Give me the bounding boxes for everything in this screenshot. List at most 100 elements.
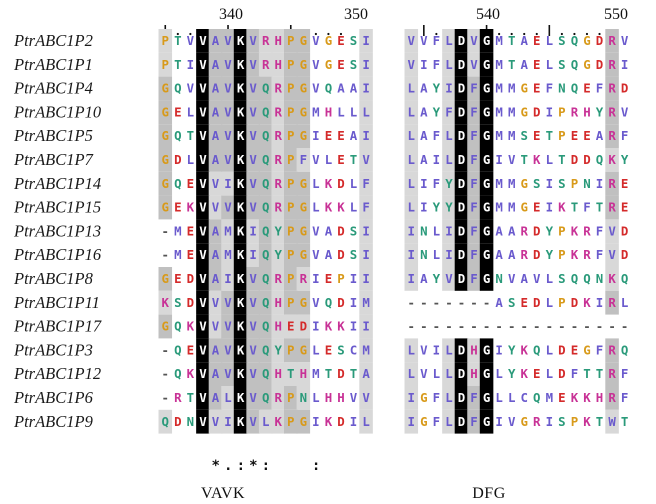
residue: K (558, 200, 566, 215)
residue: D (571, 152, 578, 167)
residue: G (300, 200, 307, 215)
shade-cell (442, 267, 456, 291)
residue: L (408, 366, 415, 381)
shade-cell (605, 100, 619, 125)
shade-cell (208, 290, 223, 315)
shade-cell (296, 409, 311, 434)
residue: Q (262, 128, 269, 143)
residue: G (483, 81, 490, 96)
residue: - (596, 319, 603, 334)
residue: Q (325, 295, 332, 310)
residue: R (274, 271, 282, 286)
residue: M (495, 176, 502, 191)
sequence-name-column: PtrABC1P2 PtrABC1P1 PtrABC1P4 PtrABC1P10 Ptr… (13, 31, 102, 431)
consensus-symbol (274, 458, 282, 474)
sequence-name: PtrABC1P2 (13, 31, 93, 50)
shade-cell (454, 243, 469, 267)
conservation-shading (158, 29, 619, 434)
residue: V (199, 81, 207, 96)
residue: V (249, 295, 257, 310)
residue: D (458, 128, 465, 143)
residue: F (621, 390, 628, 405)
residue: V (249, 104, 257, 119)
shade-cell (359, 148, 373, 172)
residue: M (508, 81, 515, 96)
shade-cell (359, 338, 373, 363)
residue: H (274, 319, 281, 334)
residue: N (300, 390, 307, 405)
residue: V (224, 200, 232, 215)
residue: T (508, 33, 515, 48)
residue: I (445, 81, 452, 96)
residue: V (445, 271, 453, 286)
residue: - (520, 319, 527, 334)
residue: I (408, 247, 415, 262)
shade-cell (208, 52, 223, 77)
shade-cell (442, 243, 456, 267)
residue: P (558, 223, 565, 238)
residue: Q (262, 295, 269, 310)
residue: V (249, 200, 257, 215)
residue: L (546, 342, 553, 357)
residue: L (408, 152, 415, 167)
residue: V (224, 342, 232, 357)
residue: E (621, 200, 628, 215)
residue: T (621, 414, 628, 429)
residue: I (546, 414, 553, 429)
residue: V (312, 33, 320, 48)
shade-cell (284, 195, 298, 220)
residue: L (187, 104, 194, 119)
shade-cell (467, 29, 481, 53)
shade-cell (284, 148, 298, 172)
consensus-symbol: : (262, 458, 270, 474)
residue: A (212, 390, 220, 405)
shade-cell (196, 76, 210, 101)
residue: A (212, 33, 220, 48)
residue: V (199, 57, 207, 72)
residue: Y (508, 342, 516, 357)
residue: I (433, 152, 440, 167)
shade-cell (258, 409, 273, 434)
residue: A (212, 104, 220, 119)
ruler-minor-tick (585, 32, 589, 36)
shade-cell (271, 243, 285, 267)
residue: F (571, 366, 578, 381)
residue: F (596, 342, 603, 357)
residue: N (596, 271, 603, 286)
consensus-symbol (186, 458, 194, 474)
shade-cell (467, 386, 481, 410)
consensus-symbol (161, 458, 169, 474)
sequence-name: PtrABC1P8 (13, 269, 94, 288)
shade-cell (605, 386, 619, 410)
residue: I (362, 271, 369, 286)
residue: I (224, 176, 231, 191)
shade-cell (284, 171, 298, 196)
residue: F (470, 271, 477, 286)
residue: M (362, 342, 369, 357)
shade-cell (221, 124, 235, 148)
residue: - (420, 295, 427, 310)
shade-cell (233, 267, 248, 291)
residue: I (312, 271, 319, 286)
residue: A (212, 366, 220, 381)
residue: I (362, 33, 369, 48)
residue: G (583, 57, 590, 72)
shade-cell (246, 171, 260, 196)
residue: K (237, 319, 245, 334)
residue: G (162, 176, 169, 191)
residue: S (350, 57, 357, 72)
residue: - (470, 319, 477, 334)
shade-cell (284, 362, 298, 386)
residue: I (224, 414, 231, 429)
ruler-number-540: 540 (476, 6, 500, 23)
residue: F (433, 414, 440, 429)
shade-cell (271, 409, 285, 434)
residue: V (608, 223, 616, 238)
shade-cell (404, 195, 419, 220)
shade-cell (221, 195, 235, 220)
shade-cell (479, 124, 494, 148)
shade-cell (404, 52, 419, 77)
sequence-name: PtrABC1P4 (13, 79, 93, 98)
shade-cell (233, 195, 248, 220)
residue: G (300, 104, 307, 119)
